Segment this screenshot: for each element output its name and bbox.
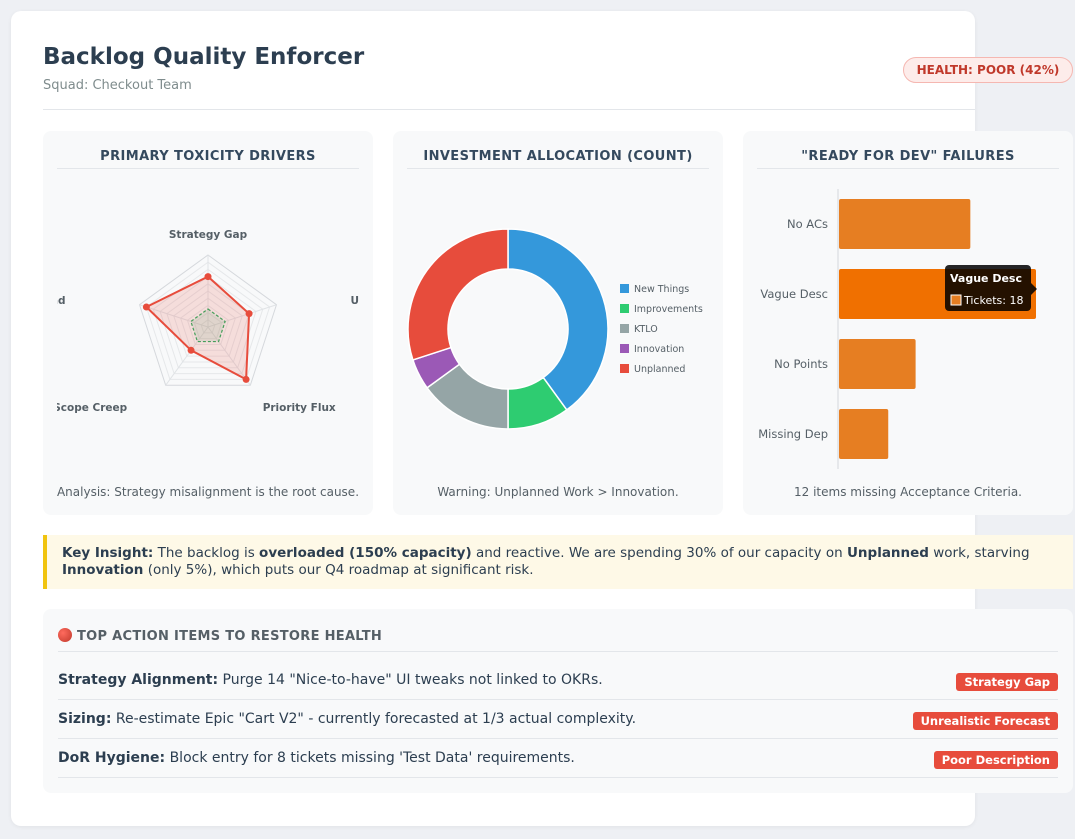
radar-point bbox=[204, 273, 212, 281]
toxicity-panel-title: PRIMARY TOXICITY DRIVERS bbox=[100, 149, 316, 164]
radar-point bbox=[142, 303, 150, 311]
toxicity-drivers-panel: PRIMARY TOXICITY DRIVERS Strategy Gap Unr… bbox=[43, 131, 373, 515]
radar-grid-ring bbox=[200, 319, 216, 334]
tooltip-title: Vague Desc bbox=[950, 272, 1022, 285]
radar-axis-label: Strategy Gap bbox=[169, 229, 248, 241]
insight-emphasis: overloaded (150% capacity) bbox=[259, 545, 472, 561]
toxicity-panel-footer: Analysis: Strategy misalignment is the r… bbox=[56, 485, 360, 499]
doughnut-chart: New Things Improvements KTLO Innovation Unpl… bbox=[407, 228, 703, 430]
legend-swatch bbox=[620, 284, 629, 293]
radar-grid-ring bbox=[152, 268, 264, 375]
action-item-text: Sizing: Re-estimate Epic "Cart V2" - cur… bbox=[58, 711, 636, 727]
action-item: Sizing: Re-estimate Epic "Cart V2" - cur… bbox=[58, 700, 1058, 739]
bar-no-points bbox=[839, 339, 916, 389]
insight-text: and reactive. We are spending 30% of our… bbox=[471, 545, 847, 561]
page-title: Backlog Quality Enforcer bbox=[43, 44, 365, 70]
insight-emphasis: Unplanned bbox=[846, 545, 929, 561]
dor-panel-footer: 12 items missing Acceptance Criteria. bbox=[794, 485, 1022, 499]
doughnut-slice bbox=[407, 228, 509, 361]
health-status-badge: HEALTH: POOR (42%) bbox=[903, 57, 1073, 83]
radar-chart: Strategy Gap Unrealistic Size Priority Flu… bbox=[43, 229, 374, 414]
radar-grid-ring bbox=[186, 304, 230, 345]
legend-swatch bbox=[620, 364, 629, 373]
action-item-description: Re-estimate Epic "Cart V2" - currently f… bbox=[111, 711, 637, 727]
radar-grid-ring bbox=[173, 290, 243, 357]
dor-failures-panel: "READY FOR DEV" FAILURES No ACs Vague Des… bbox=[743, 131, 1073, 515]
header-divider bbox=[43, 109, 975, 110]
bar-no-acs bbox=[839, 199, 971, 249]
legend-label: Innovation bbox=[634, 344, 684, 355]
action-item-tag: Unrealistic Forecast bbox=[912, 712, 1058, 730]
red-circle-icon bbox=[58, 628, 72, 642]
radar-axis-label: Backlog Overload bbox=[43, 295, 66, 307]
bar-chart: No ACs Vague Desc No Points Missing Dep Vagu… bbox=[758, 189, 1037, 469]
action-item: Strategy Alignment: Purge 14 "Nice-to-ha… bbox=[58, 661, 1058, 700]
investment-allocation-panel: INVESTMENT ALLOCATION (COUNT) New Things… bbox=[393, 131, 723, 515]
tooltip-swatch bbox=[950, 294, 962, 306]
insight-emphasis: Innovation bbox=[62, 562, 144, 578]
actions-divider bbox=[58, 651, 1058, 652]
action-item-text: DoR Hygiene: Block entry for 8 tickets m… bbox=[58, 750, 575, 766]
action-item-label: DoR Hygiene: bbox=[58, 750, 166, 766]
key-insight-callout: Key Insight: The backlog is overloaded (… bbox=[43, 535, 1073, 589]
radar-grid-ring bbox=[180, 297, 236, 351]
doughnut-slice bbox=[507, 228, 609, 411]
radar-axis-line bbox=[139, 304, 209, 328]
radar-axis-line bbox=[165, 326, 209, 386]
tooltip-value: Tickets: 18 bbox=[963, 294, 1023, 307]
radar-point bbox=[187, 346, 195, 354]
action-item-description: Block entry for 8 tickets missing 'Test … bbox=[165, 750, 575, 766]
radar-axis-label: Priority Flux bbox=[263, 402, 336, 414]
action-items-heading: TOP ACTION ITEMS TO RESTORE HEALTH bbox=[58, 628, 382, 644]
action-items-heading-text: TOP ACTION ITEMS TO RESTORE HEALTH bbox=[77, 629, 383, 644]
action-item-text: Strategy Alignment: Purge 14 "Nice-to-ha… bbox=[58, 672, 603, 688]
radar-group: Strategy Gap Unrealistic Size Priority Flu… bbox=[43, 229, 374, 414]
radar-axis-line bbox=[207, 326, 251, 386]
action-item-description: Purge 14 "Nice-to-have" UI tweaks not li… bbox=[218, 672, 603, 688]
legend-swatch bbox=[620, 344, 629, 353]
radar-grid-ring bbox=[138, 254, 278, 386]
squad-subtitle: Squad: Checkout Team bbox=[43, 78, 192, 93]
radar-point bbox=[245, 310, 253, 318]
tooltip-caret bbox=[1031, 283, 1037, 295]
radar-axis-line bbox=[207, 304, 277, 328]
panel-divider bbox=[57, 168, 359, 169]
investment-panel-footer: Warning: Unplanned Work > Innovation. bbox=[437, 485, 679, 499]
action-items-panel: TOP ACTION ITEMS TO RESTORE HEALTH Strat… bbox=[43, 609, 1073, 793]
bar-category-label: No ACs bbox=[787, 217, 828, 231]
insight-text: (only 5%), which puts our Q4 roadmap at … bbox=[143, 562, 534, 578]
radar-point bbox=[242, 375, 250, 383]
radar-grid-ring bbox=[159, 275, 257, 369]
panel-divider bbox=[407, 168, 709, 169]
legend-swatch bbox=[620, 304, 629, 313]
action-item-label: Strategy Alignment: bbox=[58, 672, 219, 688]
bar-category-label: Missing Dep bbox=[758, 427, 828, 441]
action-item-tag: Poor Description bbox=[933, 751, 1058, 769]
legend-label: New Things bbox=[634, 284, 689, 295]
radar-series-baseline bbox=[190, 308, 226, 343]
legend-swatch bbox=[620, 324, 629, 333]
radar-grid-ring bbox=[193, 311, 223, 340]
action-item-tag: Strategy Gap bbox=[956, 673, 1058, 691]
radar-axis-label: Scope Creep bbox=[53, 402, 127, 414]
radar-grid-ring bbox=[145, 261, 271, 380]
insight-text: The backlog is bbox=[153, 545, 260, 561]
radar-series-current bbox=[144, 275, 251, 382]
panel-divider bbox=[757, 168, 1059, 169]
legend-label: Improvements bbox=[634, 304, 703, 315]
tooltip-box bbox=[945, 265, 1031, 311]
radar-axis-label: Unrealistic Size bbox=[351, 295, 374, 307]
bar-missing-dep bbox=[839, 409, 889, 459]
legend-label: Unplanned bbox=[634, 364, 685, 375]
dor-panel-title: "READY FOR DEV" FAILURES bbox=[801, 149, 1015, 164]
action-item: DoR Hygiene: Block entry for 8 tickets m… bbox=[58, 739, 1058, 778]
investment-panel-title: INVESTMENT ALLOCATION (COUNT) bbox=[423, 149, 693, 164]
bar-category-label: No Points bbox=[774, 357, 828, 371]
insight-label: Key Insight: bbox=[62, 545, 154, 561]
bar-category-label: Vague Desc bbox=[760, 287, 828, 301]
insight-text: work, starving bbox=[928, 545, 1030, 561]
legend-label: KTLO bbox=[634, 324, 658, 335]
action-item-label: Sizing: bbox=[58, 711, 112, 727]
